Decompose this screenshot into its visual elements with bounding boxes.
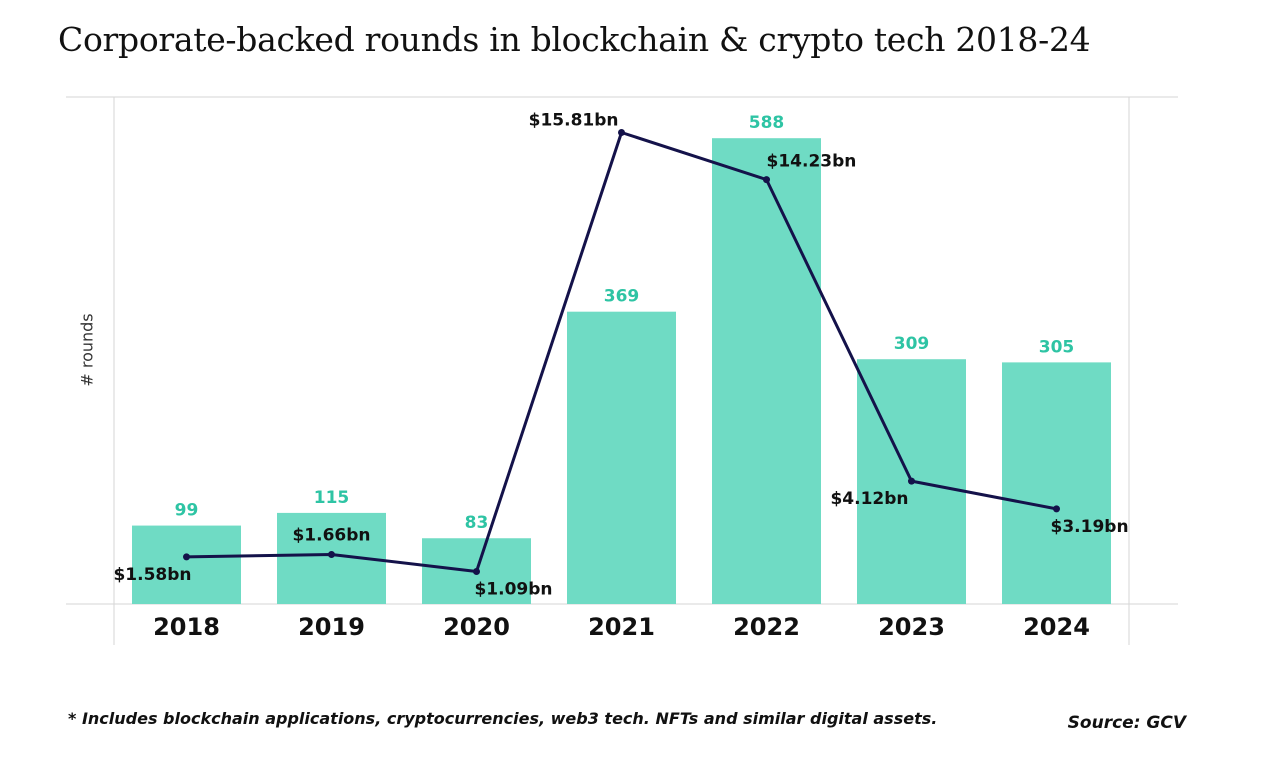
- value-point-2021: [618, 128, 625, 136]
- x-tick-label: 2024: [1023, 613, 1090, 641]
- source-note: Source: GCV: [1067, 713, 1186, 733]
- bar-value-label: 309: [894, 334, 930, 354]
- bar-2021: [567, 311, 676, 604]
- line-value-label: $3.19bn: [1051, 517, 1129, 537]
- bar-2022: [712, 138, 821, 604]
- chart-title: Corporate-backed rounds in blockchain & …: [58, 20, 1091, 59]
- footnote: * Includes blockchain applications, cryp…: [68, 709, 938, 728]
- bar-value-label: 305: [1039, 337, 1075, 357]
- x-tick-label: 2020: [443, 613, 510, 641]
- x-tick-label: 2019: [298, 613, 365, 641]
- bar-value-label: 115: [314, 488, 350, 508]
- bar-2024: [1002, 362, 1111, 604]
- value-point-2018: [183, 553, 190, 561]
- value-point-2024: [1053, 505, 1060, 513]
- value-point-2019: [328, 550, 335, 558]
- value-point-2020: [473, 567, 480, 575]
- value-point-2022: [763, 176, 770, 184]
- bar-value-label: 83: [465, 513, 489, 533]
- x-tick-label: 2018: [153, 613, 220, 641]
- x-tick-label: 2022: [733, 613, 800, 641]
- line-value-label: $1.66bn: [292, 525, 370, 545]
- line-value-label: $1.58bn: [113, 565, 191, 585]
- x-tick-label: 2023: [878, 613, 945, 641]
- bar-value-label: 588: [749, 113, 785, 133]
- line-value-label: $14.23bn: [767, 152, 857, 172]
- value-point-2023: [908, 477, 915, 485]
- line-value-label: $15.81bn: [529, 110, 619, 130]
- line-value-label: $4.12bn: [830, 489, 908, 509]
- bar-value-label: 369: [604, 287, 640, 307]
- bar-value-label: 99: [175, 501, 199, 521]
- x-tick-label: 2021: [588, 613, 655, 641]
- chart-canvas: 99 115 83 369 588 309 305 $1.58bn $1.66bn $1.09b…: [66, 96, 1178, 645]
- bar-2018: [132, 525, 241, 604]
- line-value-label: $1.09bn: [474, 579, 552, 599]
